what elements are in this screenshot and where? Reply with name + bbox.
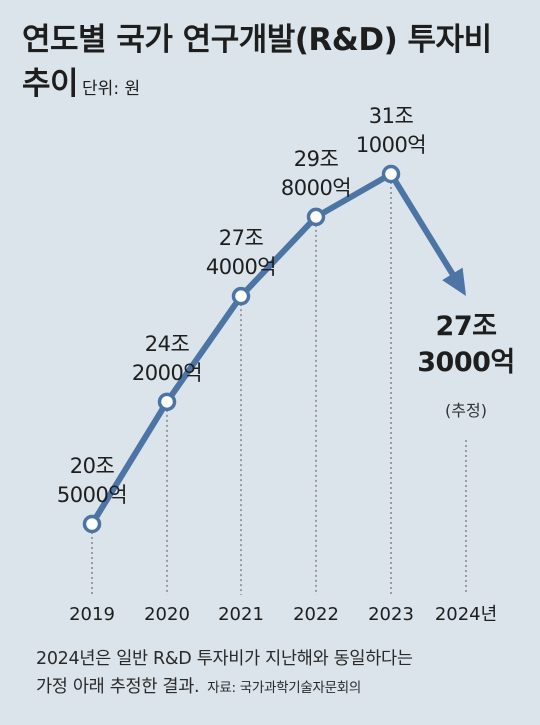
data-label-2021-2: 4000억	[206, 255, 276, 279]
x-tick-2022: 2022	[293, 604, 339, 625]
data-label-2019-2: 5000억	[57, 483, 127, 507]
title-line2: 추이	[22, 66, 79, 102]
unit-label: 단위: 원	[82, 79, 141, 99]
data-label-2024년-2: 3000억	[417, 347, 515, 378]
point-2023	[381, 164, 401, 184]
source-label: 자료: 국가과학기술자문회의	[207, 680, 361, 696]
line-chart: 20조 5000억 24조 2000억 27조 4000억 29조 8000억 31조 1000억…	[57, 104, 515, 625]
x-tick-2024년: 2024년	[435, 604, 497, 625]
point-2022	[306, 207, 326, 227]
x-tick-2019: 2019	[69, 604, 115, 625]
title-line2-wrap: 추이 단위: 원	[22, 62, 522, 111]
data-label-2023-1: 31조	[369, 104, 414, 128]
x-tick-2020: 2020	[144, 604, 190, 625]
data-label-2024년-1: 27조	[436, 311, 497, 342]
point-2019	[82, 514, 102, 534]
point-2020	[157, 392, 177, 412]
title-line1: 연도별 국가 연구개발(R&D) 투자비	[22, 22, 492, 58]
footnote-line2-wrap: 가정 아래 추정한 결과. 자료: 국가과학기술자문회의	[36, 673, 526, 702]
data-label-2020-1: 24조	[145, 332, 190, 356]
data-label-2019-1: 20조	[70, 454, 115, 478]
data-label-2023-2: 1000억	[356, 133, 426, 157]
x-tick-2023: 2023	[368, 604, 414, 625]
estimate-arrowhead	[442, 267, 466, 296]
data-label-2022-1: 29조	[294, 147, 339, 171]
data-label-2021-1: 27조	[219, 226, 264, 250]
footnote-line1: 2024년은 일반 R&D 투자비가 지난해와 동일하다는	[36, 649, 413, 669]
data-label-2022-2: 8000억	[281, 176, 351, 200]
estimate-arrow-line	[388, 171, 456, 277]
data-label-2020-2: 2000억	[132, 361, 202, 385]
footnote: 2024년은 일반 R&D 투자비가 지난해와 동일하다는 가정 아래 추정한 …	[36, 645, 526, 702]
x-tick-2021: 2021	[218, 604, 264, 625]
footnote-line2: 가정 아래 추정한 결과.	[36, 677, 200, 697]
chart-title: 연도별 국가 연구개발(R&D) 투자비 추이 단위: 원	[22, 18, 522, 111]
point-2021	[231, 286, 251, 306]
estimate-note: (추정)	[445, 401, 487, 420]
